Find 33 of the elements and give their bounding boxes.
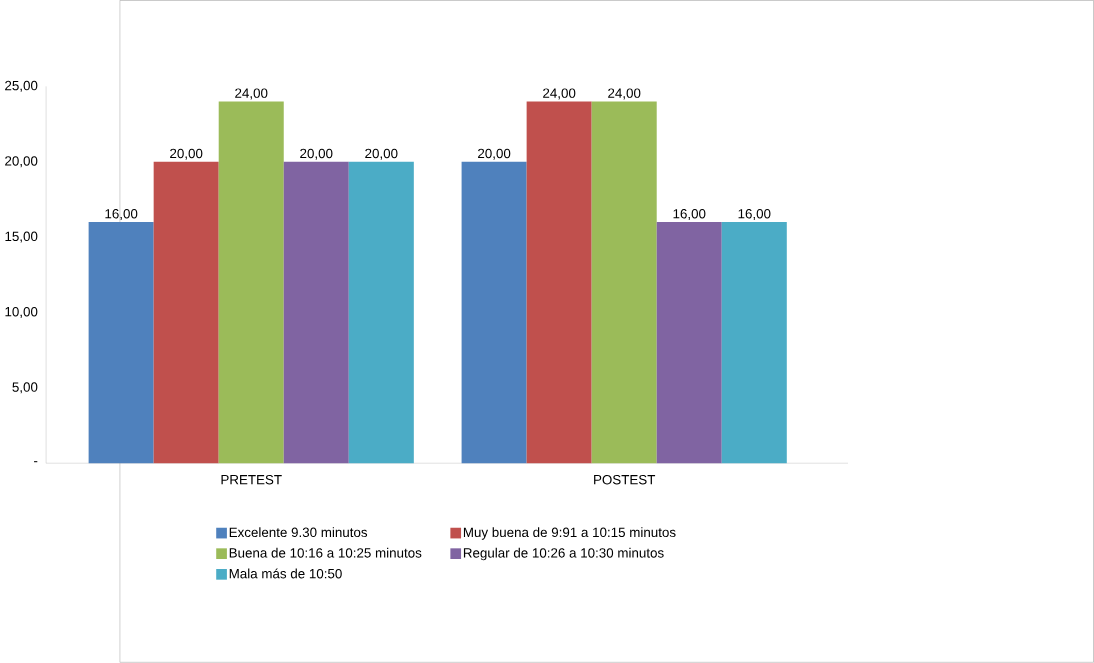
- y-tick-label: 15,00: [5, 231, 38, 243]
- data-label: 24,00: [235, 88, 268, 100]
- y-tick-label: -: [34, 461, 38, 463]
- bar: [153, 161, 219, 464]
- bar: [721, 222, 787, 464]
- legend-label: Excelente 9.30 minutos: [229, 527, 368, 538]
- data-label: 16,00: [673, 209, 706, 221]
- x-tick-label: PRETEST: [221, 475, 282, 485]
- data-label: 20,00: [170, 148, 203, 160]
- bar: [526, 101, 592, 464]
- x-tick-label: POSTEST: [594, 475, 656, 485]
- data-label: 20,00: [365, 148, 398, 160]
- data-label: 24,00: [543, 88, 576, 100]
- bar: [283, 161, 349, 464]
- bar: [656, 222, 722, 464]
- bar: [218, 101, 284, 464]
- bar: [88, 222, 154, 464]
- bar: [591, 101, 657, 464]
- data-label: 16,00: [105, 209, 138, 221]
- legend-label: Buena de 10:16 a 10:25 minutos: [229, 547, 422, 558]
- y-tick-label: 10,00: [5, 307, 38, 319]
- y-tick-label: 5,00: [12, 382, 38, 394]
- legend-label: Mala más de 10:50: [229, 568, 342, 579]
- data-label: 24,00: [608, 88, 641, 100]
- y-tick-label: 25,00: [5, 80, 38, 92]
- data-label: 16,00: [738, 209, 771, 221]
- data-label: 20,00: [300, 148, 333, 160]
- legend-label: Muy buena de 9:91 a 10:15 minutos: [463, 527, 676, 540]
- y-tick-label: 20,00: [5, 156, 38, 168]
- bar: [348, 161, 414, 464]
- data-label: 20,00: [478, 148, 511, 160]
- bar: [461, 161, 527, 464]
- legend-label: Regular de 10:26 a 10:30 minutos: [463, 547, 664, 561]
